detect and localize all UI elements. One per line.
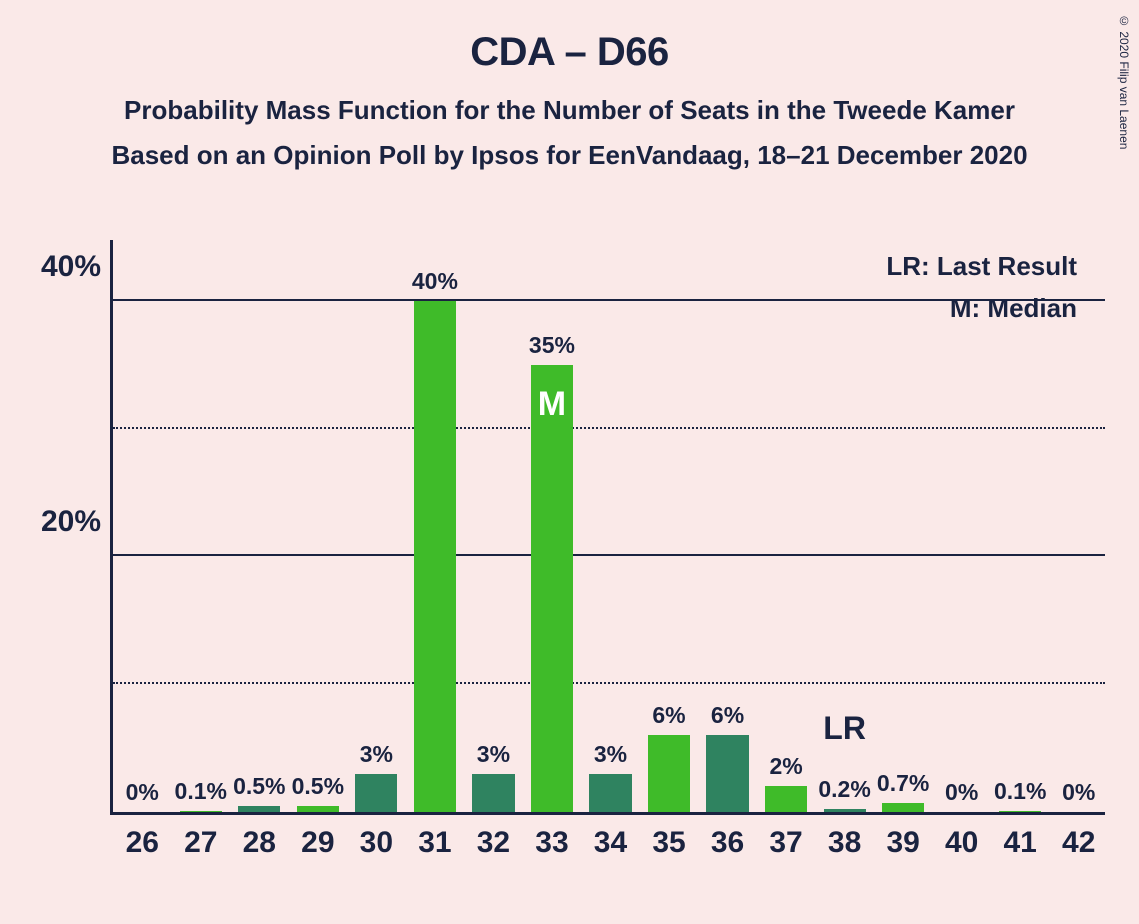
bar-slot: 0.7%39 <box>874 237 933 812</box>
bar <box>472 774 514 812</box>
median-marker: M <box>538 385 566 424</box>
bar-slot: 40%31 <box>406 237 465 812</box>
bar <box>882 803 924 812</box>
bar-value-label: 3% <box>594 741 627 768</box>
bar-slot: 0%26 <box>113 237 172 812</box>
bar-value-label: 0% <box>945 779 978 806</box>
bar <box>648 735 690 812</box>
bar-value-label: 0% <box>126 779 159 806</box>
x-axis-label: 41 <box>1004 812 1037 860</box>
x-axis-label: 39 <box>886 812 919 860</box>
bar-value-label: 0.7% <box>877 770 929 797</box>
chart-title: CDA – D66 <box>0 0 1139 75</box>
chart-container: CDA – D66 Probability Mass Function for … <box>0 0 1139 924</box>
x-axis-label: 37 <box>769 812 802 860</box>
bar-value-label: 40% <box>412 268 458 295</box>
bar-value-label: 0.5% <box>292 773 344 800</box>
bar-slot: 3%30 <box>347 237 406 812</box>
bar <box>355 774 397 812</box>
plot-area: LR: Last Result M: Median 20%40%0%260.1%… <box>110 240 1105 815</box>
x-axis-label: 31 <box>418 812 451 860</box>
x-axis-label: 27 <box>184 812 217 860</box>
bar-slot: 0%42 <box>1049 237 1108 812</box>
bar-value-label: 0.1% <box>175 778 227 805</box>
x-axis-label: 29 <box>301 812 334 860</box>
bar <box>589 774 631 812</box>
x-axis-label: 34 <box>594 812 627 860</box>
bar <box>706 735 748 812</box>
y-axis-label: 40% <box>41 250 113 284</box>
bar-slot: 6%35 <box>640 237 699 812</box>
chart-subtitle-1: Probability Mass Function for the Number… <box>0 95 1139 126</box>
bar-slot: 0.1%27 <box>172 237 231 812</box>
x-axis-label: 33 <box>535 812 568 860</box>
y-axis-label: 20% <box>41 505 113 539</box>
x-axis-label: 38 <box>828 812 861 860</box>
bar-slot: 2%37 <box>757 237 816 812</box>
chart-subtitle-2: Based on an Opinion Poll by Ipsos for Ee… <box>0 140 1139 171</box>
bar <box>765 786 807 812</box>
last-result-annotation: LR <box>823 710 866 747</box>
x-axis-label: 28 <box>243 812 276 860</box>
bar-slot: 0.5%29 <box>289 237 348 812</box>
bar-value-label: 35% <box>529 332 575 359</box>
x-axis-label: 42 <box>1062 812 1095 860</box>
x-axis-label: 26 <box>126 812 159 860</box>
x-axis-label: 35 <box>652 812 685 860</box>
bar-slot: M35%33 <box>523 237 582 812</box>
copyright-notice: © 2020 Filip van Laenen <box>1117 14 1131 149</box>
x-axis-label: 36 <box>711 812 744 860</box>
x-axis-label: 40 <box>945 812 978 860</box>
bar: M <box>531 365 573 812</box>
bar-value-label: 0.1% <box>994 778 1046 805</box>
bar-slot: 0.1%41 <box>991 237 1050 812</box>
bar-value-label: 6% <box>711 702 744 729</box>
bar-value-label: 3% <box>360 741 393 768</box>
bar-slot: 3%32 <box>464 237 523 812</box>
bar-value-label: 0.2% <box>818 776 870 803</box>
x-axis-label: 32 <box>477 812 510 860</box>
x-axis-label: 30 <box>360 812 393 860</box>
bar-slot: 0%40 <box>932 237 991 812</box>
bar-value-label: 0% <box>1062 779 1095 806</box>
bar-value-label: 3% <box>477 741 510 768</box>
bar-value-label: 0.5% <box>233 773 285 800</box>
bar-value-label: 6% <box>652 702 685 729</box>
bar-slot: 0.5%28 <box>230 237 289 812</box>
bar-value-label: 2% <box>769 753 802 780</box>
bar-slot: 6%36 <box>698 237 757 812</box>
bar <box>414 301 456 812</box>
bar-slot: 3%34 <box>581 237 640 812</box>
